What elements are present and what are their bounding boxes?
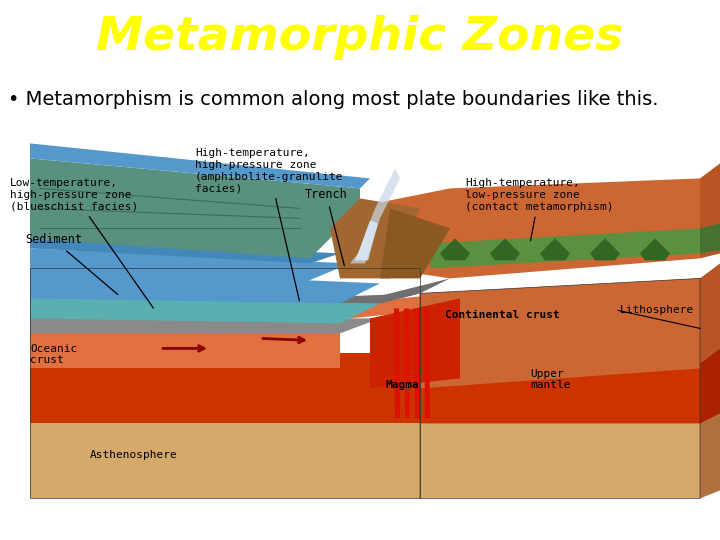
Polygon shape <box>640 238 670 260</box>
Text: Low-temperature,
high-pressure zone
(blueschist facies): Low-temperature, high-pressure zone (blu… <box>10 178 153 308</box>
Text: Lithosphere: Lithosphere <box>620 306 694 315</box>
Polygon shape <box>430 228 700 268</box>
Polygon shape <box>490 238 520 260</box>
Polygon shape <box>700 348 720 423</box>
Polygon shape <box>30 423 420 498</box>
Polygon shape <box>420 279 700 368</box>
Polygon shape <box>700 224 720 253</box>
Polygon shape <box>30 279 350 319</box>
Polygon shape <box>350 178 700 279</box>
Text: Continental crust: Continental crust <box>445 310 559 320</box>
Polygon shape <box>30 158 360 259</box>
Polygon shape <box>30 323 300 353</box>
Polygon shape <box>700 264 720 368</box>
Text: • Metamorphism is common along most plate boundaries like this.: • Metamorphism is common along most plat… <box>8 90 659 109</box>
Text: High-temperature,
low-pressure zone
(contact metamorphism): High-temperature, low-pressure zone (con… <box>465 178 613 241</box>
Polygon shape <box>420 363 700 423</box>
Text: Trench: Trench <box>305 188 348 266</box>
Polygon shape <box>30 319 380 333</box>
Text: High-temperature,
high-pressure zone
(amphibolite-granulite
facies): High-temperature, high-pressure zone (am… <box>195 148 343 301</box>
Polygon shape <box>370 299 460 388</box>
Polygon shape <box>394 308 400 418</box>
Polygon shape <box>424 308 430 418</box>
Polygon shape <box>700 403 720 498</box>
Polygon shape <box>30 353 700 418</box>
Polygon shape <box>440 238 470 260</box>
Text: Sediment: Sediment <box>25 233 118 295</box>
Polygon shape <box>30 293 420 323</box>
Polygon shape <box>300 279 450 323</box>
Polygon shape <box>414 308 420 418</box>
Text: Asthenosphere: Asthenosphere <box>90 450 178 461</box>
Polygon shape <box>30 248 350 288</box>
Text: Metamorphic Zones: Metamorphic Zones <box>96 15 624 60</box>
Polygon shape <box>420 279 700 388</box>
Text: Oceanic
crust: Oceanic crust <box>30 344 77 366</box>
Polygon shape <box>380 208 450 279</box>
Polygon shape <box>350 168 400 264</box>
Polygon shape <box>420 423 700 498</box>
Polygon shape <box>700 164 720 259</box>
Text: Upper
mantle: Upper mantle <box>530 369 570 390</box>
Polygon shape <box>30 368 420 423</box>
Polygon shape <box>420 368 700 418</box>
Polygon shape <box>330 198 420 279</box>
Polygon shape <box>30 299 380 323</box>
Polygon shape <box>700 339 720 418</box>
Polygon shape <box>30 144 370 188</box>
Polygon shape <box>700 268 720 363</box>
Polygon shape <box>30 333 340 368</box>
Polygon shape <box>590 238 620 260</box>
Polygon shape <box>30 238 340 264</box>
Polygon shape <box>404 308 410 418</box>
Polygon shape <box>30 418 700 498</box>
Polygon shape <box>355 220 378 260</box>
Polygon shape <box>300 293 450 323</box>
Text: Magma: Magma <box>385 380 419 390</box>
Polygon shape <box>700 268 720 498</box>
Polygon shape <box>30 268 380 303</box>
Polygon shape <box>540 238 570 260</box>
